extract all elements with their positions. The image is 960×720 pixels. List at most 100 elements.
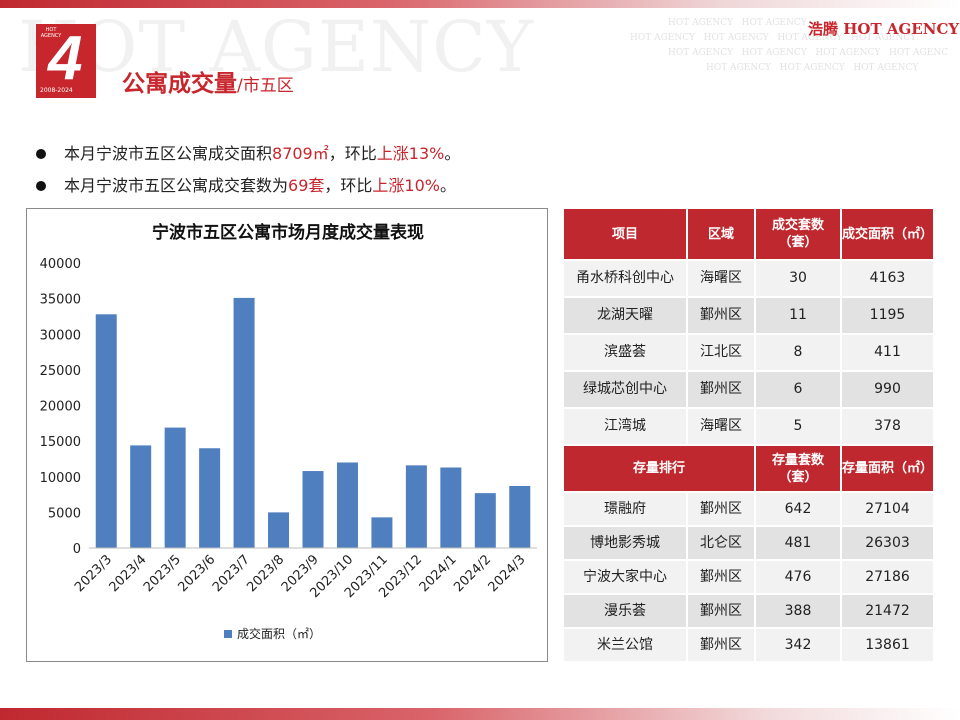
legend-label: 成交面积（㎡） xyxy=(237,626,321,641)
x-tick-label: 2023/8 xyxy=(244,552,287,595)
table-cell: 滨盛荟 xyxy=(564,335,688,372)
table-cell: 1195 xyxy=(842,298,935,335)
table-cell: 鄞州区 xyxy=(688,298,756,335)
y-tick-label: 5000 xyxy=(48,506,81,521)
y-tick-label: 0 xyxy=(73,542,81,557)
table-cell: 江湾城 xyxy=(564,409,688,446)
watermark-text: HOT AGENCY xyxy=(741,18,807,28)
table-cell: 鄞州区 xyxy=(688,493,756,527)
top-accent-bar xyxy=(0,0,960,8)
y-tick-label: 20000 xyxy=(40,400,81,415)
watermark-text: HOT AGENCY xyxy=(668,48,734,58)
bullet-highlight: 8709㎡ xyxy=(272,144,329,163)
table-row: 漫乐荟 鄞州区 388 21472 xyxy=(564,595,935,629)
bullet-highlight: 上涨13% xyxy=(376,144,445,163)
table-cell: 26303 xyxy=(842,527,935,561)
bullet-text: 本月宁波市五区公寓成交套数为 xyxy=(64,176,289,195)
col-header: 区域 xyxy=(688,209,756,261)
table-cell: 411 xyxy=(842,335,935,372)
x-tick-label: 2024/2 xyxy=(451,552,494,595)
page-title-main: 公寓成交量 xyxy=(122,71,237,97)
bullet-text: 。 xyxy=(444,144,461,163)
bullet-highlight: 上涨10% xyxy=(372,176,440,195)
bar xyxy=(233,297,255,548)
table-cell: 海曙区 xyxy=(688,409,756,446)
watermark-text: HOT AGENCY xyxy=(668,18,734,28)
y-tick-label: 40000 xyxy=(40,257,81,272)
table-cell: 13861 xyxy=(842,629,935,663)
table-cell: 海曙区 xyxy=(688,261,756,298)
col-header: 成交套数（套） xyxy=(756,209,842,261)
table-cell: 11 xyxy=(756,298,842,335)
bar xyxy=(474,493,496,548)
watermark-text: HOT AGENCY xyxy=(815,48,881,58)
bar xyxy=(268,512,290,548)
col-header: 成交面积（㎡） xyxy=(842,209,935,261)
table-cell: 4163 xyxy=(842,261,935,298)
watermark-text: HOT AGENCY xyxy=(706,63,772,73)
y-tick-label: 30000 xyxy=(40,328,81,343)
bullet-dot-icon xyxy=(36,181,46,191)
summary-bullets: 本月宁波市五区公寓成交面积8709㎡，环比上涨13%。 本月宁波市五区公寓成交套… xyxy=(36,140,460,204)
table-row: 璟融府 鄞州区 642 27104 xyxy=(564,493,935,527)
y-tick-label: 25000 xyxy=(40,364,81,379)
table-cell: 990 xyxy=(842,372,935,409)
watermark-text: HOT AGENCY xyxy=(777,33,843,43)
col-header: 存量排行 xyxy=(564,446,756,493)
bar xyxy=(371,517,393,548)
watermark-text: HOT AGENCY xyxy=(630,33,696,43)
table-cell: 博地影秀城 xyxy=(564,527,688,561)
table-row: 绿城芯创中心 鄞州区 6 990 xyxy=(564,372,935,409)
bullet-dot-icon xyxy=(36,149,46,159)
table-cell: 鄞州区 xyxy=(688,372,756,409)
bar xyxy=(130,445,152,548)
table-cell: 378 xyxy=(842,409,935,446)
table-cell: 481 xyxy=(756,527,842,561)
x-tick-label: 2024/3 xyxy=(486,552,529,595)
logo-years: 2008-2024 xyxy=(40,87,73,94)
bar xyxy=(164,427,186,548)
x-tick-label: 2024/1 xyxy=(417,552,460,595)
table-row: 甬水桥科创中心 海曙区 30 4163 xyxy=(564,261,935,298)
logo-number: 4 xyxy=(48,24,83,93)
watermark-text: HOT AGENCY xyxy=(703,33,769,43)
table-row: 博地影秀城 北仑区 481 26303 xyxy=(564,527,935,561)
table-cell: 27186 xyxy=(842,561,935,595)
table-cell: 388 xyxy=(756,595,842,629)
table-cell: 342 xyxy=(756,629,842,663)
bar-chart: 宁波市五区公寓市场月度成交量表现 0 5000 10000 15000 20000 2500… xyxy=(26,208,548,662)
bar xyxy=(302,471,324,548)
table-row: 宁波大家中心 鄞州区 476 27186 xyxy=(564,561,935,595)
logo: HOT AGENCY 4 2008-2024 xyxy=(36,24,96,98)
table-cell: 6 xyxy=(756,372,842,409)
table-row: 龙湖天曜 鄞州区 11 1195 xyxy=(564,298,935,335)
logo-top-text: HOT AGENCY xyxy=(40,27,62,39)
table-cell: 27104 xyxy=(842,493,935,527)
watermark-text: HOT AGENCY xyxy=(741,48,807,58)
table-cell: 鄞州区 xyxy=(688,561,756,595)
bar xyxy=(405,465,427,548)
table-row: 米兰公馆 鄞州区 342 13861 xyxy=(564,629,935,663)
table-cell: 鄞州区 xyxy=(688,629,756,663)
table-row: 江湾城 海曙区 5 378 xyxy=(564,409,935,446)
bar xyxy=(199,448,221,548)
table-cell: 5 xyxy=(756,409,842,446)
col-header: 存量面积（㎡） xyxy=(842,446,935,493)
x-tick-label: 2023/5 xyxy=(141,552,184,595)
table-cell: 甬水桥科创中心 xyxy=(564,261,688,298)
bullet-units: 本月宁波市五区公寓成交套数为69套，环比上涨10%。 xyxy=(36,172,460,204)
bullet-text: ，环比 xyxy=(324,176,373,195)
col-header: 项目 xyxy=(564,209,688,261)
bullet-text: 本月宁波市五区公寓成交面积 xyxy=(64,144,273,163)
bullet-text: 。 xyxy=(439,176,456,195)
page-title: 公寓成交量/市五区 xyxy=(122,64,294,98)
table-cell: 30 xyxy=(756,261,842,298)
x-tick-label: 2023/6 xyxy=(175,552,218,595)
y-tick-label: 35000 xyxy=(40,293,81,308)
brand-name: 浩腾 HOT AGENCY xyxy=(808,20,960,38)
bullet-area: 本月宁波市五区公寓成交面积8709㎡，环比上涨13%。 xyxy=(36,140,460,172)
table-cell: 漫乐荟 xyxy=(564,595,688,629)
table-cell: 龙湖天曜 xyxy=(564,298,688,335)
watermark-pattern: HOT AGENCY HOT AGENCY HOT AGENCY HOT AGE… xyxy=(628,16,948,80)
bar xyxy=(440,467,462,548)
